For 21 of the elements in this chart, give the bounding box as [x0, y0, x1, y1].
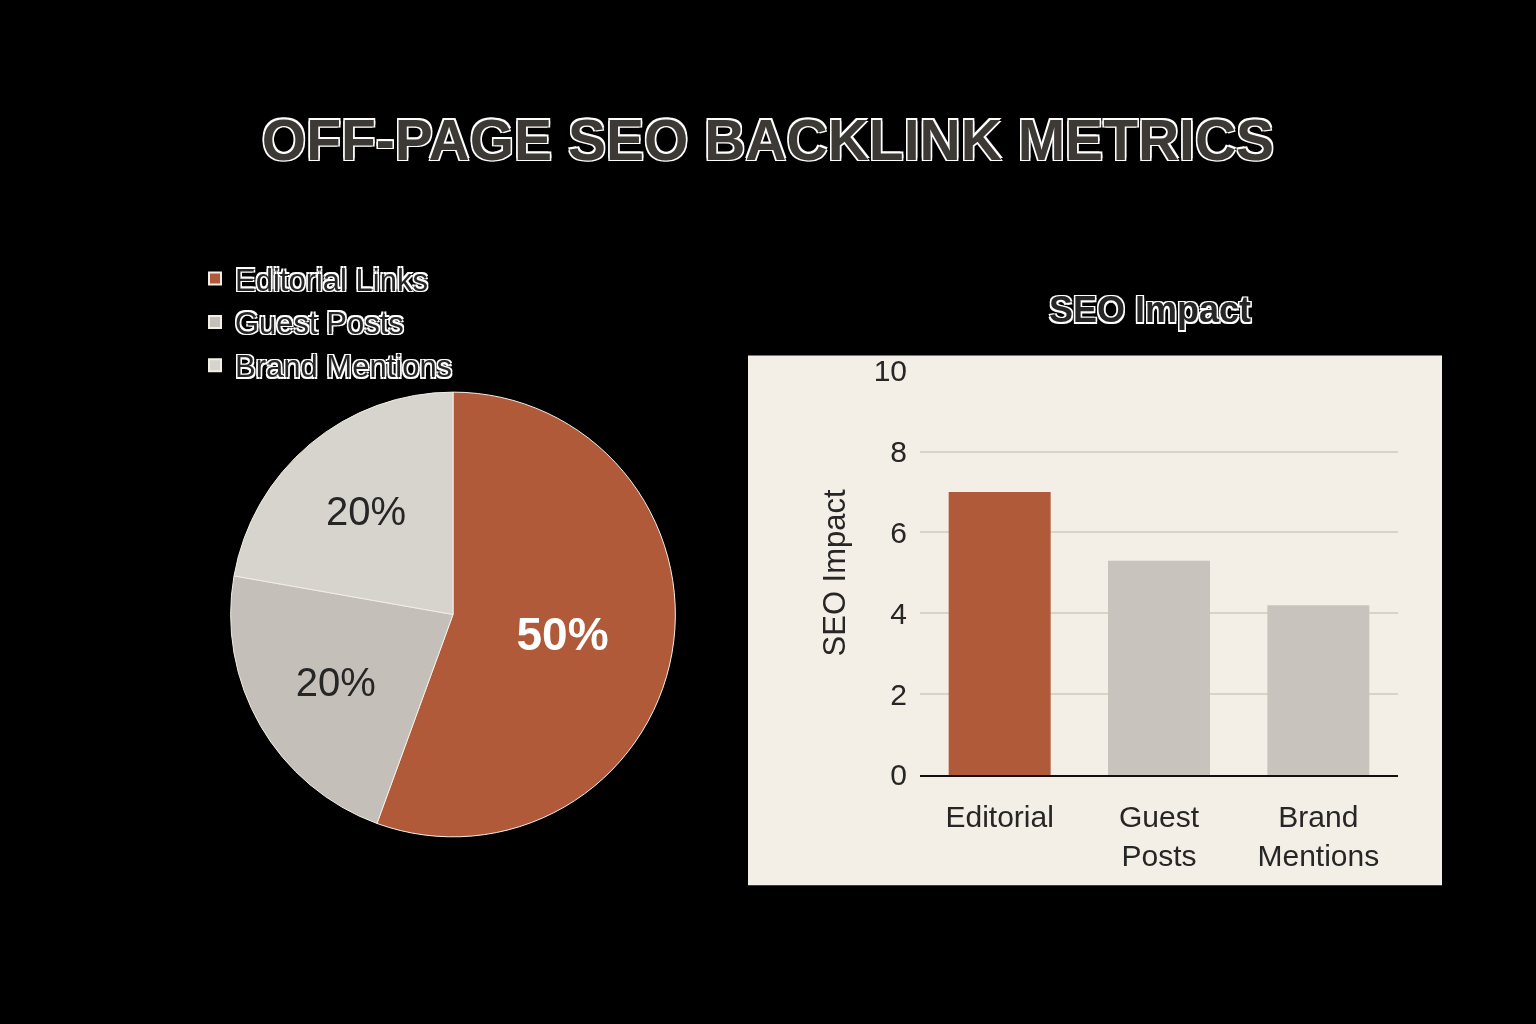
x-tick-label: Guest Posts	[1118, 799, 1200, 872]
bar	[1108, 560, 1210, 775]
y-axis-title: SEO Impact	[817, 488, 853, 657]
data-label: 50%	[516, 607, 609, 660]
y-tick-label: 2	[890, 677, 907, 711]
x-tick-label: Brand Mentions	[1257, 799, 1380, 872]
data-label: 20%	[295, 660, 376, 705]
chart-title: SEO Impact	[1049, 289, 1252, 330]
y-tick-label: 6	[890, 516, 907, 549]
bar	[948, 492, 1051, 775]
y-tick-label: 8	[890, 435, 907, 469]
y-tick-label: 10	[873, 354, 907, 388]
x-tick-label: Editorial	[945, 799, 1054, 833]
data-label: 20%	[325, 488, 407, 533]
bar	[1267, 605, 1370, 775]
y-tick-label: 0	[890, 758, 907, 792]
legend-label: Guest Posts	[235, 305, 404, 341]
chart-title: OFF-PAGE SEO BACKLINK METRICS	[261, 107, 1275, 172]
y-tick-label: 4	[890, 596, 907, 630]
legend-label: Editorial Links	[235, 262, 428, 298]
legend-label: Brand Mentions	[235, 349, 453, 385]
